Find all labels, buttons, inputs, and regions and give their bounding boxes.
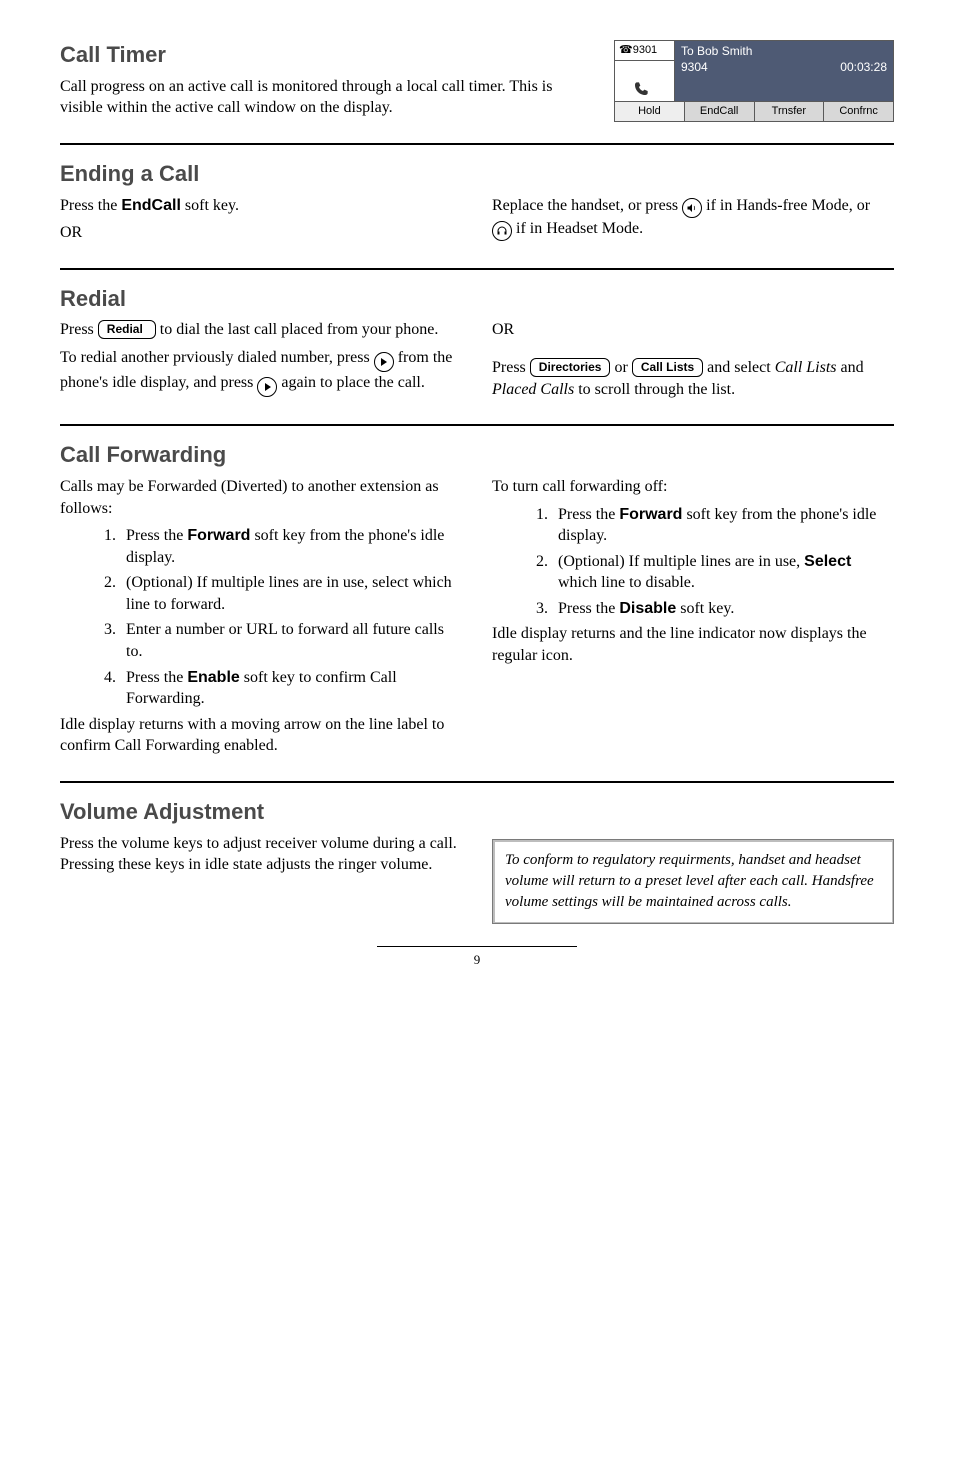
phone-number: 9304 (681, 59, 708, 75)
list-item: Enter a number or URL to forward all fut… (120, 619, 462, 662)
redial-button: Redial (98, 320, 156, 339)
divider (60, 143, 894, 145)
list-item: (Optional) If multiple lines are in use,… (552, 551, 894, 594)
fwd-right-list: Press the Forward soft key from the phon… (552, 504, 894, 620)
divider (60, 424, 894, 426)
ending-left-or: OR (60, 222, 462, 244)
headset-icon (492, 221, 512, 241)
fwd-right-intro: To turn call forwarding off: (492, 476, 894, 498)
list-item: Press the Forward soft key from the phon… (120, 525, 462, 568)
nav-right-icon (374, 352, 394, 372)
fwd-left-intro: Calls may be Forwarded (Diverted) to ano… (60, 476, 462, 519)
softkey-endcall: EndCall (685, 102, 755, 121)
redial-l2: To redial another prviously dialed numbe… (60, 347, 462, 397)
volume-note: To conform to regulatory requirments, ha… (492, 839, 894, 924)
divider (60, 268, 894, 270)
call-timer-heading: Call Timer (60, 40, 564, 70)
phone-icon: ☎ (619, 44, 633, 56)
list-item: Press the Disable soft key. (552, 598, 894, 620)
list-item: Press the Forward soft key from the phon… (552, 504, 894, 547)
divider (60, 781, 894, 783)
volume-heading: Volume Adjustment (60, 797, 894, 827)
softkey-confrnc: Confrnc (824, 102, 893, 121)
ending-left-line1: Press the EndCall soft key. (60, 195, 462, 217)
directories-button: Directories (530, 358, 611, 377)
call-forwarding-heading: Call Forwarding (60, 440, 894, 470)
speaker-icon (682, 198, 702, 218)
handset-icon (633, 81, 649, 97)
phone-extension: ☎9301 (615, 41, 675, 61)
fwd-right-outro: Idle display returns and the line indica… (492, 623, 894, 666)
redial-r2: Press Directories or Call Lists and sele… (492, 357, 894, 400)
call-timer-body: Call progress on an active call is monit… (60, 76, 564, 119)
phone-to-label: To Bob Smith (681, 43, 887, 59)
redial-or: OR (492, 319, 894, 341)
list-item: Press the Enable soft key to confirm Cal… (120, 667, 462, 710)
softkey-hold: Hold (615, 102, 685, 121)
ending-call-heading: Ending a Call (60, 159, 894, 189)
redial-l1: Press Redial to dial the last call place… (60, 319, 462, 341)
page-number: 9 (377, 946, 577, 969)
fwd-left-outro: Idle display returns with a moving arrow… (60, 714, 462, 757)
phone-screen: ☎9301 To Bob Smith 9304 00:03:28 (614, 40, 894, 122)
nav-right-icon (257, 377, 277, 397)
list-item: (Optional) If multiple lines are in use,… (120, 572, 462, 615)
softkey-transfer: Trnsfer (755, 102, 825, 121)
call-lists-button: Call Lists (632, 358, 703, 377)
redial-heading: Redial (60, 284, 894, 314)
ending-right: Replace the handset, or press if in Hand… (492, 195, 894, 241)
phone-timer: 00:03:28 (840, 59, 887, 75)
volume-body: Press the volume keys to adjust receiver… (60, 833, 462, 876)
fwd-left-list: Press the Forward soft key from the phon… (120, 525, 462, 710)
